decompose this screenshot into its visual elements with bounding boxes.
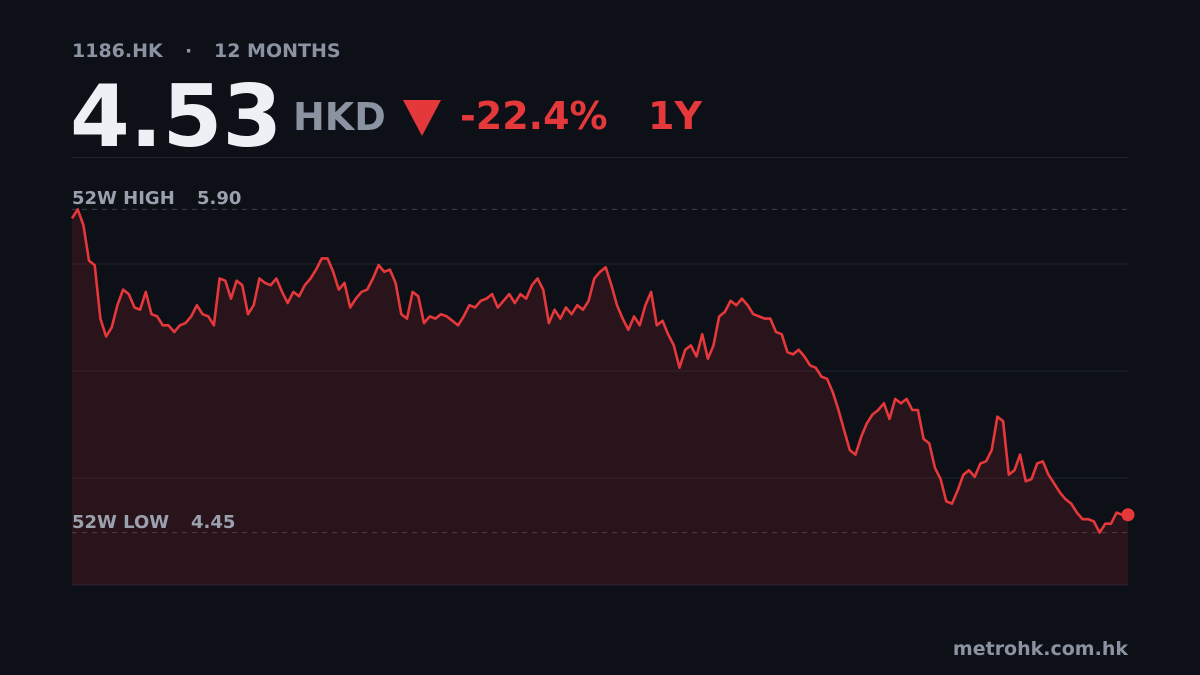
down-arrow <box>403 100 441 136</box>
area <box>72 209 1128 585</box>
low-value: 4.45 <box>191 512 235 533</box>
change-period: 1Y <box>648 94 702 138</box>
high-value: 5.90 <box>197 188 241 209</box>
period-label: 12 MONTHS <box>214 40 341 62</box>
price-line <box>70 208 1128 534</box>
plot: 52W HIGH 5.90 52W LOW 4.45 <box>70 188 1135 586</box>
source: metrohk.com.hk <box>953 638 1128 660</box>
high-label: 52W HIGH <box>72 188 175 209</box>
currency: HKD <box>293 95 386 139</box>
change: -22.4% <box>460 94 608 138</box>
low-label: 52W LOW <box>72 512 169 533</box>
last-point <box>1121 508 1135 522</box>
price: 4.53 <box>70 67 282 167</box>
separator: · <box>185 40 192 62</box>
ticker: 1186.HK <box>72 40 164 62</box>
